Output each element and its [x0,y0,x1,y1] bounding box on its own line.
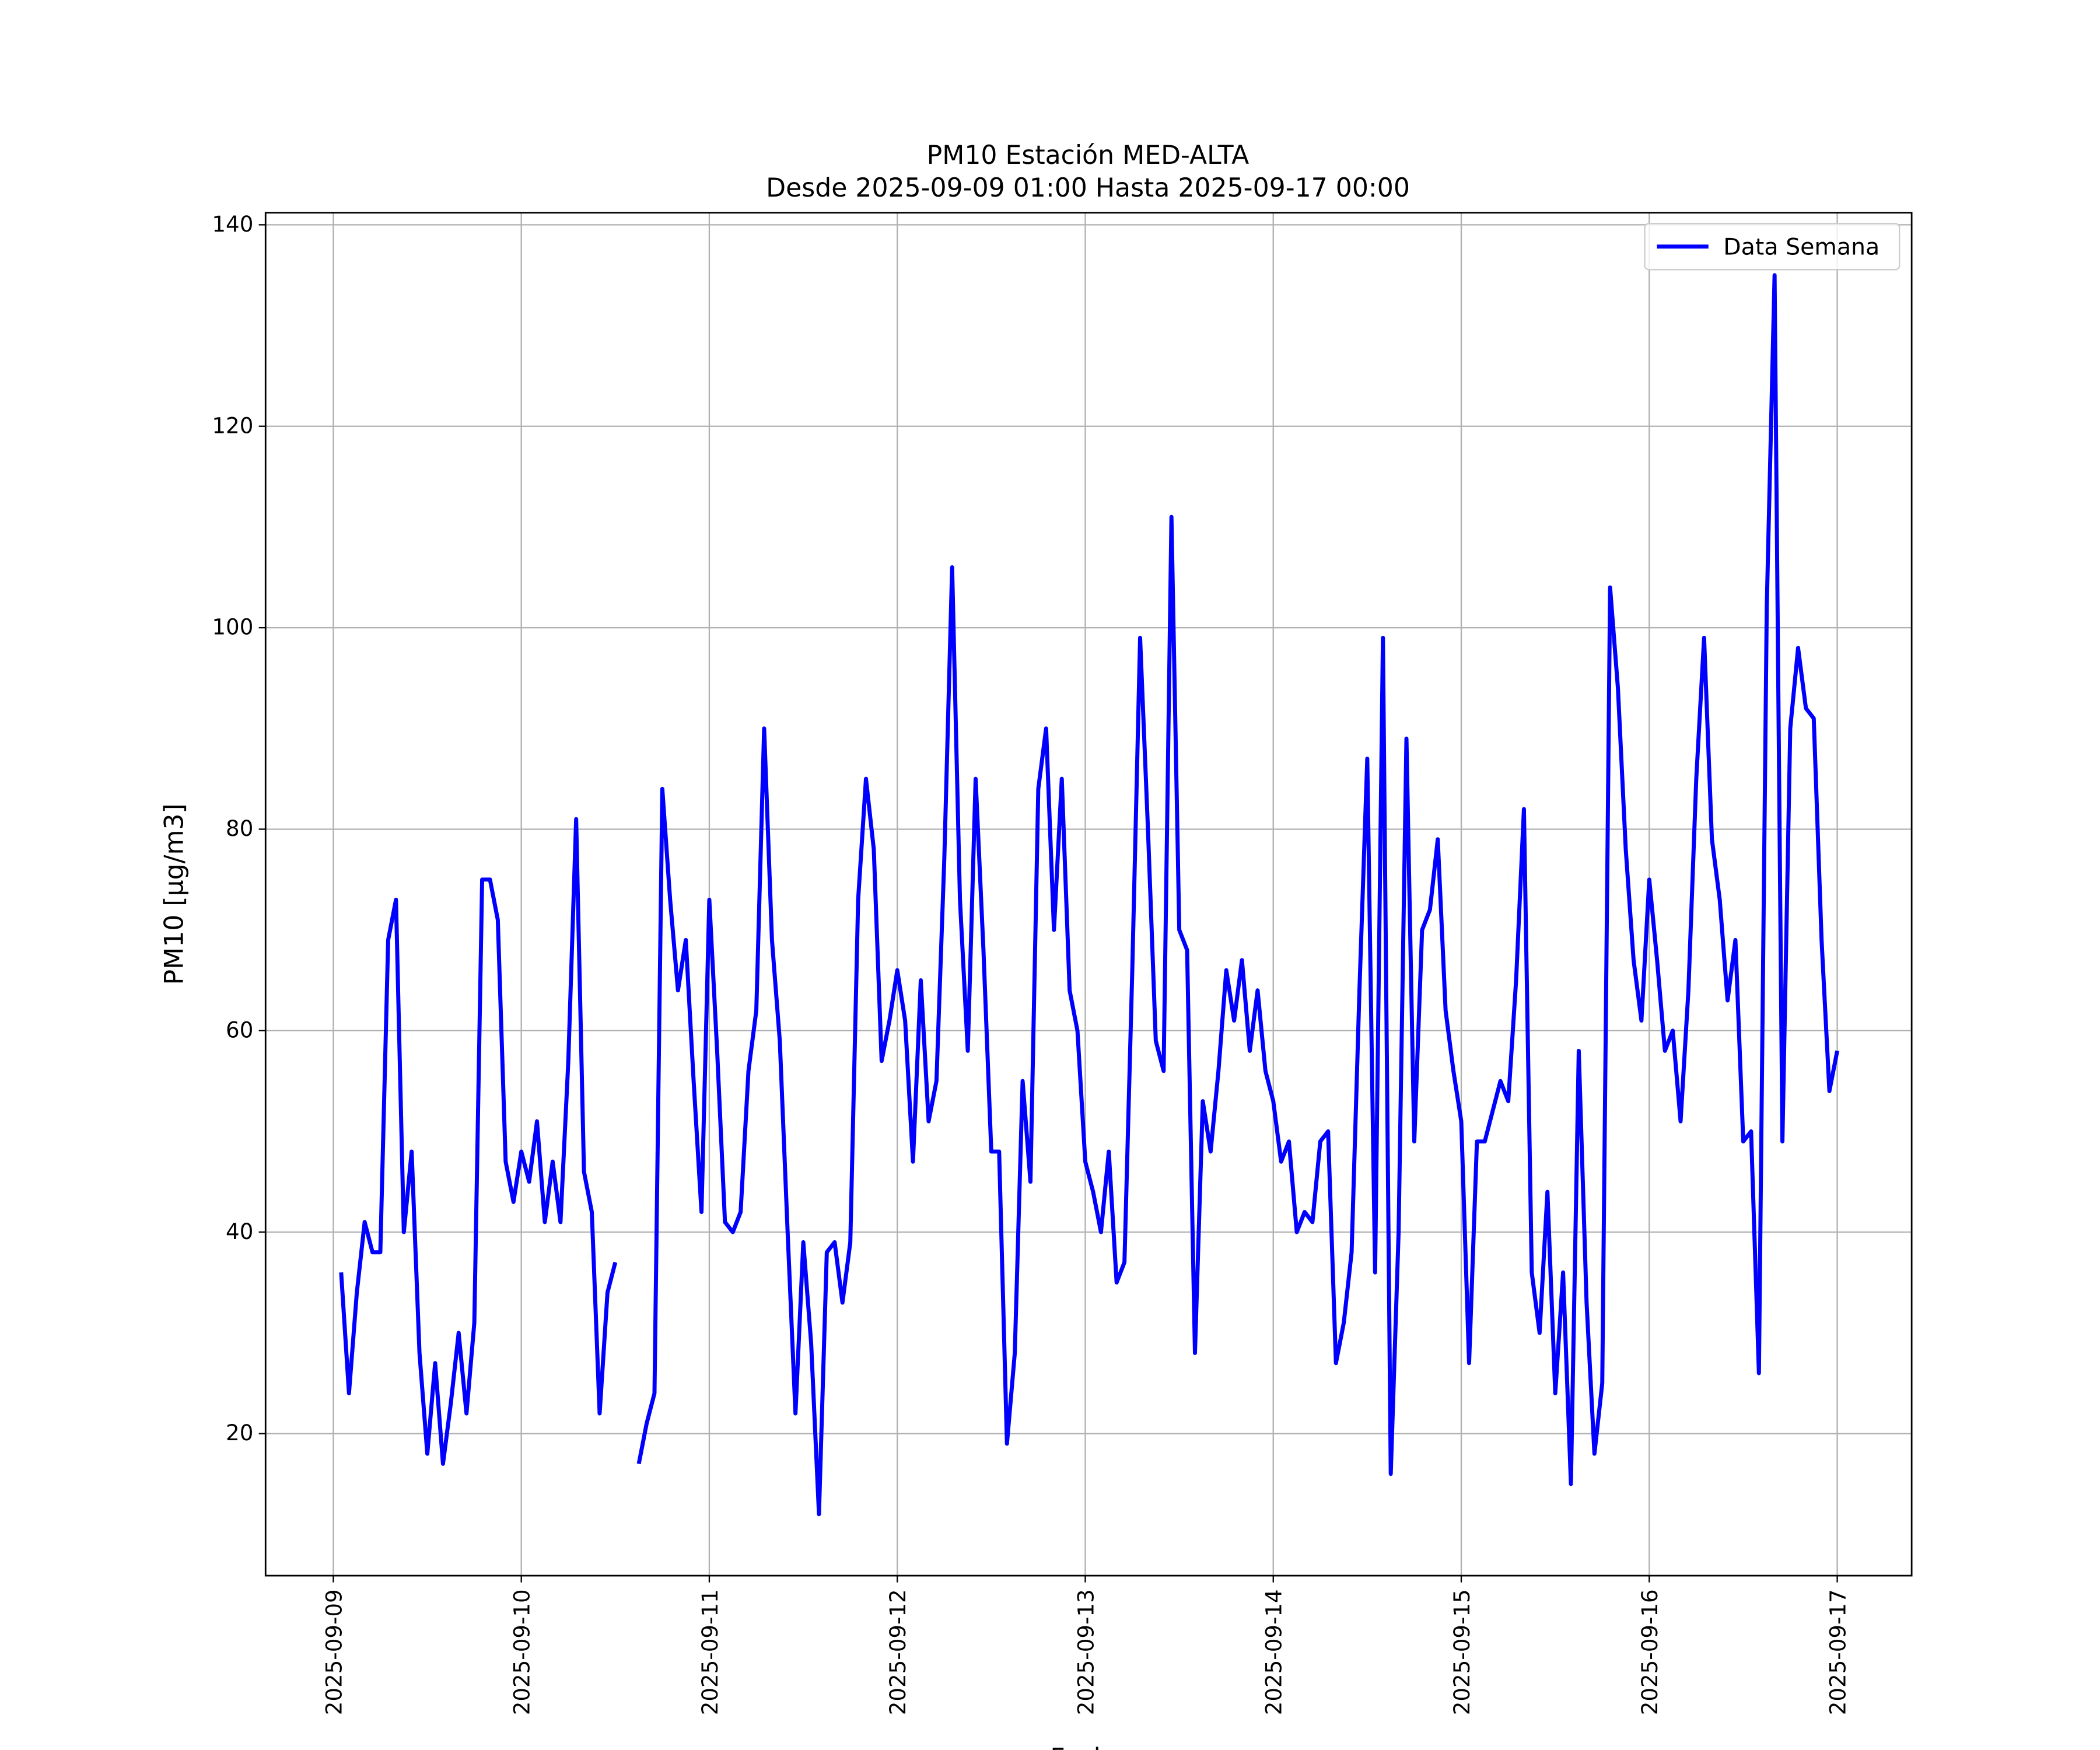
y-tick-label: 100 [212,615,253,640]
ticks: 20 40 60 80 100 120 140 2025-09-09 2025-09-10 202… [212,212,1850,1715]
x-tick-label: 2025-09-11 [698,1589,723,1715]
x-tick-label: 2025-09-16 [1637,1589,1662,1715]
legend: Data Semana [1644,223,1901,271]
x-tick-label: 2025-09-13 [1073,1589,1098,1715]
chart-title: PM10 Estación MED-ALTA [927,141,1250,170]
x-tick-label: 2025-09-12 [886,1589,911,1715]
y-tick-label: 140 [212,212,253,237]
y-tick-label: 60 [226,1017,253,1042]
legend-box [1644,223,1901,271]
x-tick-label: 2025-09-15 [1450,1589,1475,1715]
legend-label: Data Semana [1723,234,1880,261]
y-tick-label: 40 [226,1219,253,1244]
y-axis-label: PM10 [μg/m3] [160,803,190,985]
chart-subtitle: Desde 2025-09-09 01:00 Hasta 2025-09-17 … [766,173,1410,203]
y-tick-label: 80 [226,816,253,841]
plot-area [339,273,1839,1517]
y-tick-label: 120 [212,413,253,438]
x-tick-label: 2025-09-14 [1262,1589,1287,1715]
axes-frame [264,212,1913,1577]
data-line [339,273,1839,1517]
x-tick-label: 2025-09-10 [510,1589,535,1715]
x-tick-label: 2025-09-17 [1825,1589,1850,1715]
x-axis-label: Fecha [1050,1744,1125,1750]
y-tick-label: 20 [226,1420,253,1446]
x-tick-label: 2025-09-09 [321,1589,346,1715]
